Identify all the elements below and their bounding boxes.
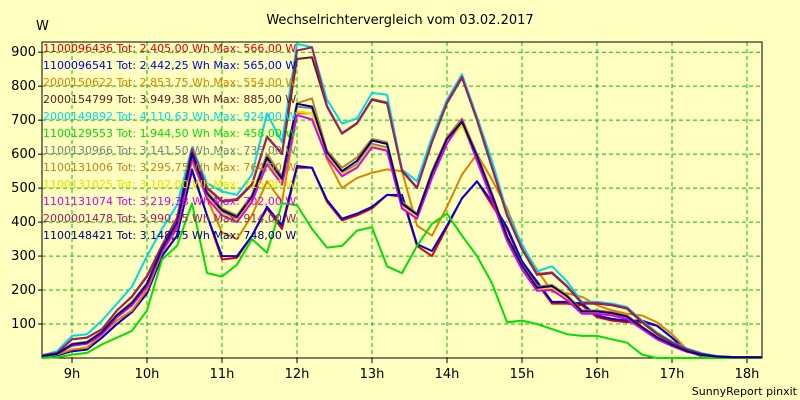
legend-entry: 2000150622 Tot: 2.853,75 Wh Max: 554,00 … (43, 76, 296, 89)
x-tick-label: 16h (585, 367, 610, 382)
x-tick-label: 10h (135, 367, 160, 382)
y-tick-labels: 100 200 300 400 500 600 700 800 900 (11, 45, 36, 332)
x-tick-label: 15h (510, 367, 535, 382)
series-line (41, 102, 762, 359)
y-tick-label: 200 (11, 283, 36, 298)
legend-entry: 1100130966 Tot: 3.141,50 Wh Max: 735,00 … (43, 144, 296, 157)
y-tick-label: 600 (11, 147, 36, 162)
y-tick-label: 100 (11, 317, 36, 332)
axes (38, 41, 763, 363)
plot-frame (41, 41, 763, 359)
x-tick-label: 18h (735, 367, 760, 382)
legend-entry: 1100148421 Tot: 3.148,75 Wh Max: 748,00 … (43, 229, 296, 242)
x-tick-label: 17h (660, 367, 685, 382)
y-tick-label: 700 (11, 113, 36, 128)
legend-entry: 2000154799 Tot: 3.949,38 Wh Max: 885,00 … (43, 93, 296, 106)
legend-entry: 1100131006 Tot: 3.295,75 Wh Max: 764,00 … (43, 161, 296, 174)
legend: 1100096436 Tot: 2.405,00 Wh Max: 566,00 … (43, 42, 296, 242)
chart-title: Wechselrichtervergleich vom 03.02.2017 (266, 13, 533, 28)
legend-entry: 1100096541 Tot: 2.442,25 Wh Max: 565,00 … (43, 59, 296, 72)
y-tick-label: 900 (11, 45, 36, 60)
legend-entry: 1100131025 Tot: 3.102,00 Wh Max: 726,00 … (43, 178, 296, 191)
legend-entry: 2000001478 Tot: 3.990,75 Wh Max: 914,00 … (43, 212, 296, 225)
legend-entry: 1100096436 Tot: 2.405,00 Wh Max: 566,00 … (43, 42, 296, 55)
x-tick-label: 13h (360, 367, 385, 382)
x-tick-label: 12h (285, 367, 310, 382)
x-tick-label: 11h (210, 367, 235, 382)
series-lines (41, 43, 762, 359)
y-tick-label: 400 (11, 215, 36, 230)
series-line (41, 202, 762, 359)
y-axis-label: W (36, 19, 49, 34)
x-tick-labels: 9h 10h 11h 12h 13h 14h 15h 16h 17h 18h (64, 367, 760, 382)
y-tick-label: 500 (11, 181, 36, 196)
y-tick-label: 800 (11, 79, 36, 94)
footer-credit: SunnyReport pinxit (692, 385, 798, 398)
x-tick-label: 14h (435, 367, 460, 382)
series-line (41, 46, 762, 359)
legend-entry: 1101131074 Tot: 3.219,38 Wh Max: 702,00 … (43, 195, 296, 208)
legend-entry: 2000149892 Tot: 4.110,63 Wh Max: 924,00 … (43, 110, 296, 123)
x-tick-label: 9h (64, 367, 81, 382)
y-tick-label: 300 (11, 249, 36, 264)
legend-entry: 1100129553 Tot: 1.944,50 Wh Max: 458,00 … (43, 127, 296, 140)
